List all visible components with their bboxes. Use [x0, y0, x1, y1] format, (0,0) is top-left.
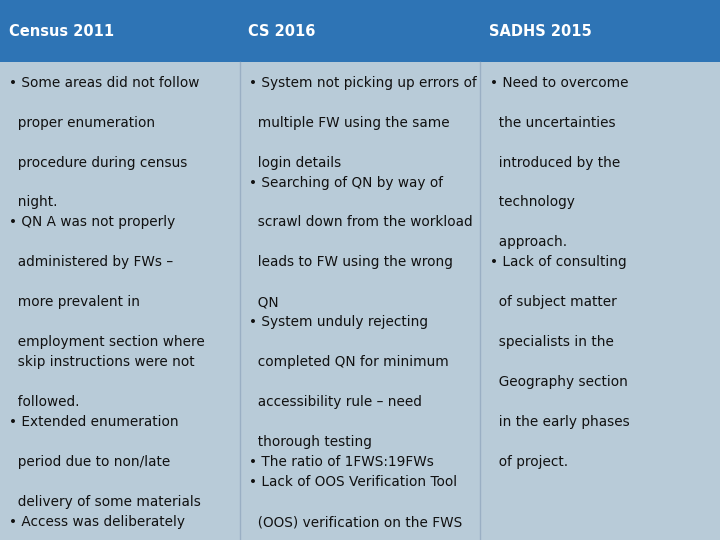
Text: procedure during census: procedure during census — [9, 156, 188, 170]
Text: • Need to overcome: • Need to overcome — [490, 76, 628, 90]
Text: thorough testing: thorough testing — [249, 435, 372, 449]
Text: delivery of some materials: delivery of some materials — [9, 495, 201, 509]
Text: more prevalent in: more prevalent in — [9, 295, 140, 309]
Text: approach.: approach. — [490, 235, 567, 249]
Text: • Access was deliberately: • Access was deliberately — [9, 515, 185, 529]
Text: the uncertainties: the uncertainties — [490, 116, 615, 130]
Text: administered by FWs –: administered by FWs – — [9, 255, 174, 269]
Text: Geography section: Geography section — [490, 375, 627, 389]
Text: Census 2011: Census 2011 — [9, 24, 114, 38]
Bar — [0, 0, 240, 62]
Text: multiple FW using the same: multiple FW using the same — [249, 116, 450, 130]
Text: completed QN for minimum: completed QN for minimum — [249, 355, 449, 369]
Text: accessibility rule – need: accessibility rule – need — [249, 395, 422, 409]
Text: • System unduly rejecting: • System unduly rejecting — [249, 315, 428, 329]
Text: • Some areas did not follow: • Some areas did not follow — [9, 76, 199, 90]
Bar — [240, 0, 480, 62]
Text: night.: night. — [9, 195, 58, 210]
Text: of subject matter: of subject matter — [490, 295, 616, 309]
Text: • System not picking up errors of: • System not picking up errors of — [249, 76, 477, 90]
Text: • The ratio of 1FWS:19FWs: • The ratio of 1FWS:19FWs — [249, 455, 434, 469]
Text: period due to non/late: period due to non/late — [9, 455, 171, 469]
Text: introduced by the: introduced by the — [490, 156, 620, 170]
Text: CS 2016: CS 2016 — [248, 24, 316, 38]
Text: technology: technology — [490, 195, 575, 210]
Text: SADHS 2015: SADHS 2015 — [489, 24, 592, 38]
Text: of project.: of project. — [490, 455, 568, 469]
Text: • Searching of QN by way of: • Searching of QN by way of — [249, 176, 443, 190]
Text: • Lack of consulting: • Lack of consulting — [490, 255, 626, 269]
Text: • Extended enumeration: • Extended enumeration — [9, 415, 179, 429]
Text: employment section where: employment section where — [9, 335, 205, 349]
Text: leads to FW using the wrong: leads to FW using the wrong — [249, 255, 453, 269]
Text: login details: login details — [249, 156, 341, 170]
Text: scrawl down from the workload: scrawl down from the workload — [249, 215, 473, 230]
Text: specialists in the: specialists in the — [490, 335, 613, 349]
Bar — [480, 0, 720, 62]
Text: QN: QN — [249, 295, 279, 309]
Text: (OOS) verification on the FWS: (OOS) verification on the FWS — [249, 515, 462, 529]
Text: skip instructions were not: skip instructions were not — [9, 355, 195, 369]
Text: • QN A was not properly: • QN A was not properly — [9, 215, 176, 230]
Text: in the early phases: in the early phases — [490, 415, 629, 429]
Text: proper enumeration: proper enumeration — [9, 116, 156, 130]
Text: • Lack of OOS Verification Tool: • Lack of OOS Verification Tool — [249, 475, 457, 489]
Text: followed.: followed. — [9, 395, 80, 409]
